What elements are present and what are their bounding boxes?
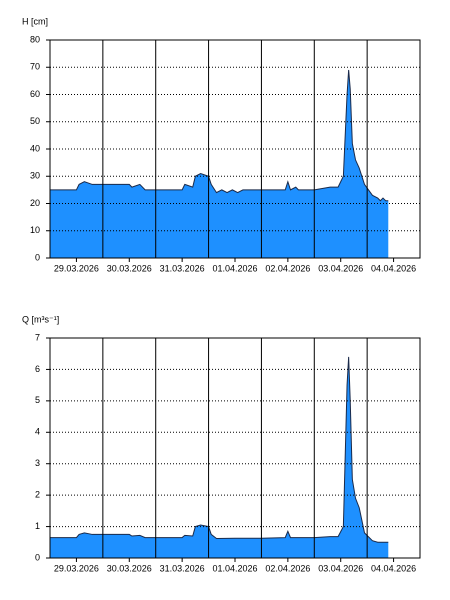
x-tick-label: 29.03.2026	[54, 563, 99, 573]
x-tick-label: 04.04.2026	[371, 263, 416, 273]
area	[50, 356, 389, 558]
y-tick-label: 6	[35, 364, 40, 374]
x-tick-label: 01.04.2026	[212, 263, 257, 273]
y-tick-label: 4	[35, 427, 40, 437]
x-tick-label: 31.03.2026	[160, 563, 205, 573]
y-tick-label: 60	[30, 89, 40, 99]
x-tick-label: 31.03.2026	[160, 263, 205, 273]
y-tick-label: 1	[35, 521, 40, 531]
y-axis-label: Q [m³s⁻¹]	[22, 314, 59, 324]
x-tick-label: 30.03.2026	[107, 563, 152, 573]
x-tick-label: 02.04.2026	[265, 263, 310, 273]
y-axis-label: H [cm]	[22, 16, 48, 26]
x-tick-label: 29.03.2026	[54, 263, 99, 273]
y-tick-label: 30	[30, 171, 40, 181]
area-outline	[50, 69, 389, 202]
y-tick-label: 0	[35, 552, 40, 562]
area-outline	[50, 356, 389, 543]
x-tick-label: 30.03.2026	[107, 263, 152, 273]
y-tick-label: 50	[30, 116, 40, 126]
x-tick-label: 03.04.2026	[318, 263, 363, 273]
x-tick-label: 02.04.2026	[265, 563, 310, 573]
y-tick-label: 7	[35, 332, 40, 342]
y-tick-label: 3	[35, 458, 40, 468]
plot-frame	[49, 337, 421, 559]
x-tick-label: 04.04.2026	[371, 563, 416, 573]
x-tick-label: 01.04.2026	[212, 563, 257, 573]
y-tick-label: 10	[30, 225, 40, 235]
y-tick-label: 40	[30, 143, 40, 153]
y-tick-label: 80	[30, 34, 40, 44]
y-tick-label: 2	[35, 490, 40, 500]
area	[50, 69, 389, 258]
y-tick-label: 70	[30, 62, 40, 72]
y-tick-label: 0	[35, 252, 40, 262]
y-tick-label: 5	[35, 395, 40, 405]
y-tick-label: 20	[30, 198, 40, 208]
plot-frame	[49, 39, 421, 259]
x-tick-label: 03.04.2026	[318, 563, 363, 573]
